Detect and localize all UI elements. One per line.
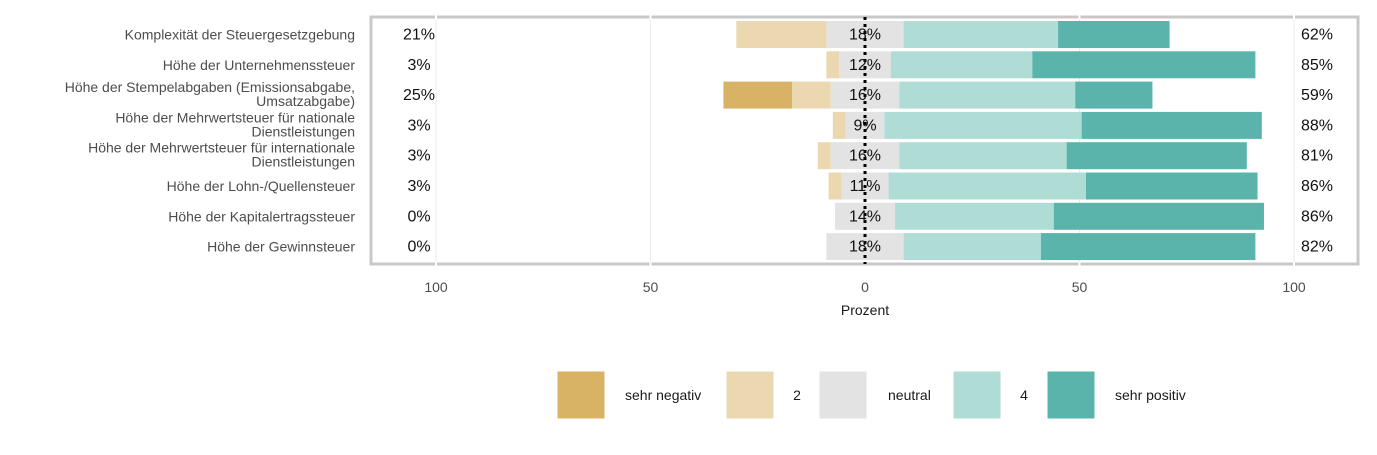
bar-segment bbox=[884, 111, 1082, 139]
neutral-percent-label: 14% bbox=[849, 208, 881, 225]
bar-segment bbox=[865, 21, 904, 48]
bar-segment bbox=[1066, 142, 1247, 170]
x-tick-label: 0 bbox=[861, 279, 869, 295]
bar-segment bbox=[890, 51, 1033, 79]
x-axis: Prozent 100 50 0 50 100 bbox=[424, 279, 1306, 318]
neutral-percent-label: 16% bbox=[849, 87, 881, 104]
bar-segment bbox=[865, 81, 900, 109]
bar-segment bbox=[723, 81, 793, 109]
category-label: Höhe der Mehrwertsteuer für internationa… bbox=[88, 140, 355, 156]
right-percent-label: 86% bbox=[1301, 208, 1333, 225]
left-percent-label: 0% bbox=[407, 208, 430, 225]
left-percent-label: 3% bbox=[407, 57, 430, 74]
category-label: Höhe der Stempelabgaben (Emissionsabgabe… bbox=[65, 79, 355, 95]
bar-segment bbox=[903, 233, 1041, 261]
legend-label: sehr positiv bbox=[1115, 387, 1186, 403]
legend-swatch bbox=[1046, 370, 1096, 420]
bar-segment bbox=[834, 202, 865, 230]
bar-segment bbox=[826, 21, 865, 48]
category-labels: Komplexität der Steuergesetzgebung Höhe d… bbox=[65, 27, 356, 255]
bar-segment bbox=[736, 21, 827, 48]
bars bbox=[723, 21, 1264, 261]
bar-segment bbox=[792, 81, 831, 109]
right-percent-label: 82% bbox=[1301, 239, 1333, 256]
legend-swatch bbox=[725, 370, 775, 420]
bar-segment bbox=[830, 142, 865, 170]
bar-segment bbox=[1032, 51, 1256, 79]
neutral-percent-label: 9% bbox=[853, 117, 876, 134]
bar-segment bbox=[865, 51, 891, 79]
category-label: Höhe der Lohn-/Quellensteuer bbox=[167, 178, 356, 194]
right-percent-label: 85% bbox=[1301, 57, 1333, 74]
bar-segment bbox=[1040, 233, 1256, 261]
neutral-percent-label: 18% bbox=[849, 239, 881, 256]
bar-segment bbox=[899, 81, 1076, 109]
bar-segment bbox=[903, 21, 1059, 48]
legend-label: 4 bbox=[1020, 387, 1028, 403]
data-labels: 21% 18% 62% 3% 12% 85% 25% 16% 59% 3% 9% 88% 3% 16% 81… bbox=[403, 27, 1333, 256]
right-percent-label: 86% bbox=[1301, 178, 1333, 195]
bar-segment bbox=[865, 172, 889, 200]
legend-swatch bbox=[556, 370, 606, 420]
left-percent-label: 3% bbox=[407, 148, 430, 165]
category-label: Höhe der Kapitalertragssteuer bbox=[168, 208, 355, 224]
x-tick-label: 100 bbox=[1282, 279, 1306, 295]
category-label: Höhe der Mehrwertsteuer für nationale bbox=[115, 109, 355, 125]
category-label: Höhe der Unternehmenssteuer bbox=[163, 57, 356, 73]
legend-label: neutral bbox=[888, 387, 931, 403]
bar-segment bbox=[895, 202, 1054, 230]
neutral-percent-label: 16% bbox=[849, 148, 881, 165]
right-percent-label: 81% bbox=[1301, 148, 1333, 165]
category-label: Höhe der Gewinnsteuer bbox=[207, 239, 355, 255]
legend-label: sehr negativ bbox=[625, 387, 701, 403]
left-percent-label: 0% bbox=[407, 239, 430, 256]
left-percent-label: 3% bbox=[407, 117, 430, 134]
category-label: Dienstleistungen bbox=[251, 154, 355, 170]
neutral-percent-label: 11% bbox=[850, 178, 881, 195]
bar-segment bbox=[826, 233, 865, 261]
category-label: Umsatzabgabe) bbox=[256, 93, 355, 109]
right-percent-label: 62% bbox=[1301, 27, 1333, 44]
left-percent-label: 3% bbox=[407, 178, 430, 195]
category-label: Dienstleistungen bbox=[251, 123, 355, 139]
bar-segment bbox=[865, 202, 896, 230]
x-tick-label: 50 bbox=[643, 279, 659, 295]
bar-segment bbox=[865, 142, 900, 170]
bar-segment bbox=[865, 111, 885, 139]
bar-segment bbox=[841, 172, 865, 200]
bar-segment bbox=[828, 172, 842, 200]
bar-segment bbox=[845, 111, 865, 139]
bar-segment bbox=[1053, 202, 1264, 230]
bar-segment bbox=[1075, 81, 1153, 109]
bar-segment bbox=[839, 51, 865, 79]
legend-swatch bbox=[952, 370, 1002, 420]
legend: sehr negativ 2 neutral 4 sehr positiv bbox=[556, 370, 1186, 420]
legend-label: 2 bbox=[793, 387, 801, 403]
neutral-percent-label: 18% bbox=[849, 27, 881, 44]
bar-segment bbox=[899, 142, 1067, 170]
x-axis-title: Prozent bbox=[841, 302, 889, 318]
bar-segment bbox=[832, 111, 846, 139]
left-percent-label: 21% bbox=[403, 27, 435, 44]
x-tick-label: 100 bbox=[424, 279, 448, 295]
bar-segment bbox=[1085, 172, 1258, 200]
bar-segment bbox=[1081, 111, 1262, 139]
bar-segment bbox=[888, 172, 1086, 200]
bar-segment bbox=[830, 81, 865, 109]
bar-segment bbox=[1058, 21, 1170, 48]
left-percent-label: 25% bbox=[403, 87, 435, 104]
neutral-percent-label: 12% bbox=[849, 57, 881, 74]
legend-swatch bbox=[818, 370, 868, 420]
bar-segment bbox=[865, 233, 904, 261]
category-label: Komplexität der Steuergesetzgebung bbox=[125, 27, 355, 43]
x-tick-label: 50 bbox=[1072, 279, 1088, 295]
right-percent-label: 88% bbox=[1301, 117, 1333, 134]
bar-segment bbox=[817, 142, 831, 170]
right-percent-label: 59% bbox=[1301, 87, 1333, 104]
bar-segment bbox=[826, 51, 840, 79]
